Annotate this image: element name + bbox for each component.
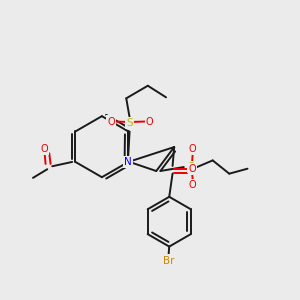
Text: O: O: [189, 144, 196, 154]
Text: S: S: [188, 162, 194, 172]
Text: Br: Br: [163, 256, 174, 266]
Text: O: O: [146, 117, 153, 127]
Text: N: N: [124, 157, 132, 167]
Text: S: S: [126, 118, 133, 128]
Text: O: O: [107, 117, 115, 127]
Text: O: O: [40, 144, 48, 154]
Text: O: O: [189, 180, 196, 190]
Text: O: O: [189, 164, 196, 174]
